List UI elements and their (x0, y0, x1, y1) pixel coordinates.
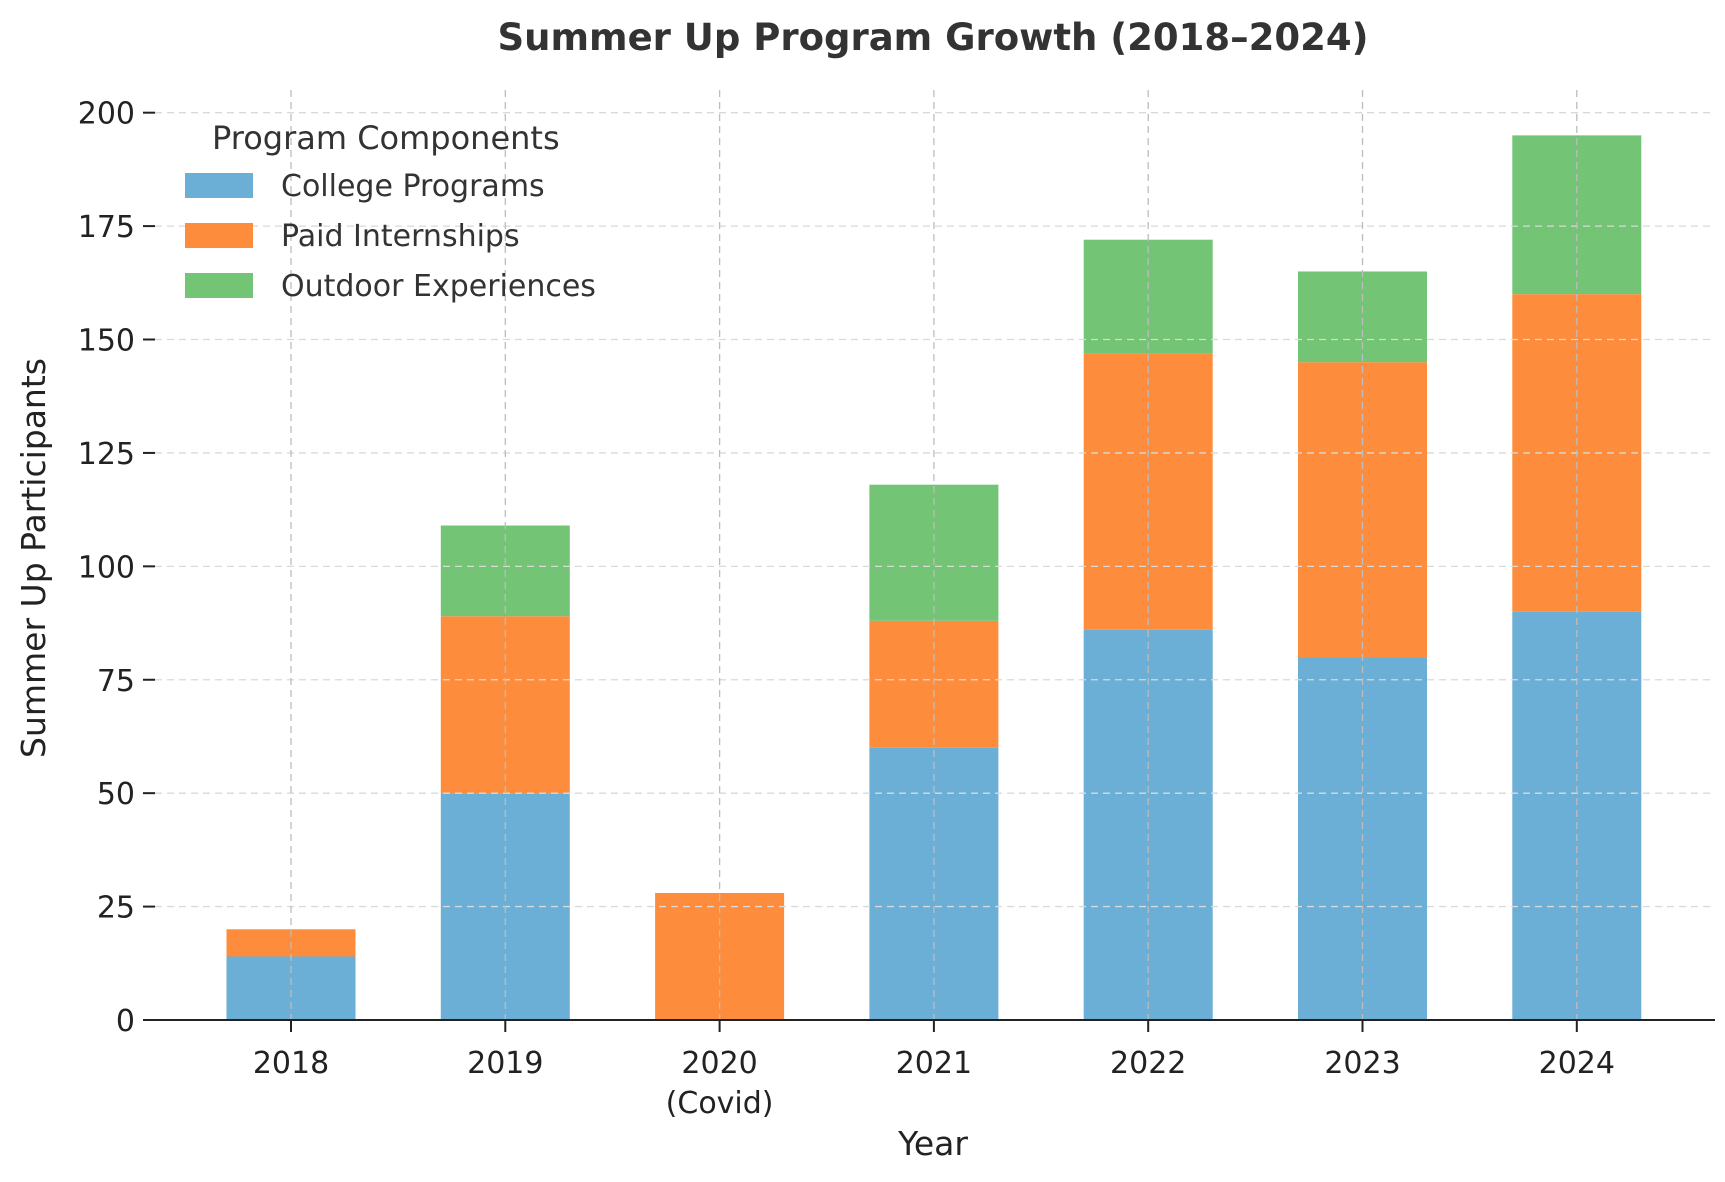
x-tick-label-2022: 2022 (1110, 1046, 1186, 1081)
grid-layer (155, 90, 1715, 1020)
x-tick-label-2023: 2023 (1324, 1046, 1400, 1081)
axes-layer: 0 25 50 75 100 125 150 175 200 2018 2019 2020 (Covid… (78, 97, 1715, 1121)
y-tick-label: 150 (78, 324, 135, 359)
x-tick-sublabel-2020: (Covid) (666, 1086, 774, 1121)
y-tick-label: 25 (97, 891, 135, 926)
y-tick-label: 100 (78, 550, 135, 585)
chart-title: Summer Up Program Growth (2018–2024) (497, 16, 1368, 59)
x-tick-label-2024: 2024 (1539, 1046, 1615, 1081)
y-tick-label: 50 (97, 777, 135, 812)
x-tick-label-2021: 2021 (896, 1046, 972, 1081)
x-axis-title: Year (897, 1124, 968, 1163)
y-tick-label: 175 (78, 210, 135, 245)
y-axis-title: Summer Up Participants (14, 358, 53, 758)
x-tick-label-2018: 2018 (253, 1046, 329, 1081)
y-tick-label: 125 (78, 437, 135, 472)
legend: Program Components College Programs Paid I… (185, 119, 596, 304)
legend-swatch-paid-internships (185, 223, 253, 248)
y-tick-label: 0 (116, 1004, 135, 1039)
legend-swatch-outdoor-experiences (185, 273, 253, 298)
y-tick-label: 200 (78, 97, 135, 132)
legend-label-paid-internships: Paid Internships (281, 219, 520, 254)
y-tick-label: 75 (97, 664, 135, 699)
x-tick-label-2020: 2020 (681, 1046, 757, 1081)
legend-label-college-programs: College Programs (281, 169, 545, 204)
x-tick-label-2019: 2019 (467, 1046, 543, 1081)
legend-title: Program Components (212, 119, 560, 157)
legend-label-outdoor-experiences: Outdoor Experiences (281, 269, 596, 304)
legend-swatch-college-programs (185, 173, 253, 198)
